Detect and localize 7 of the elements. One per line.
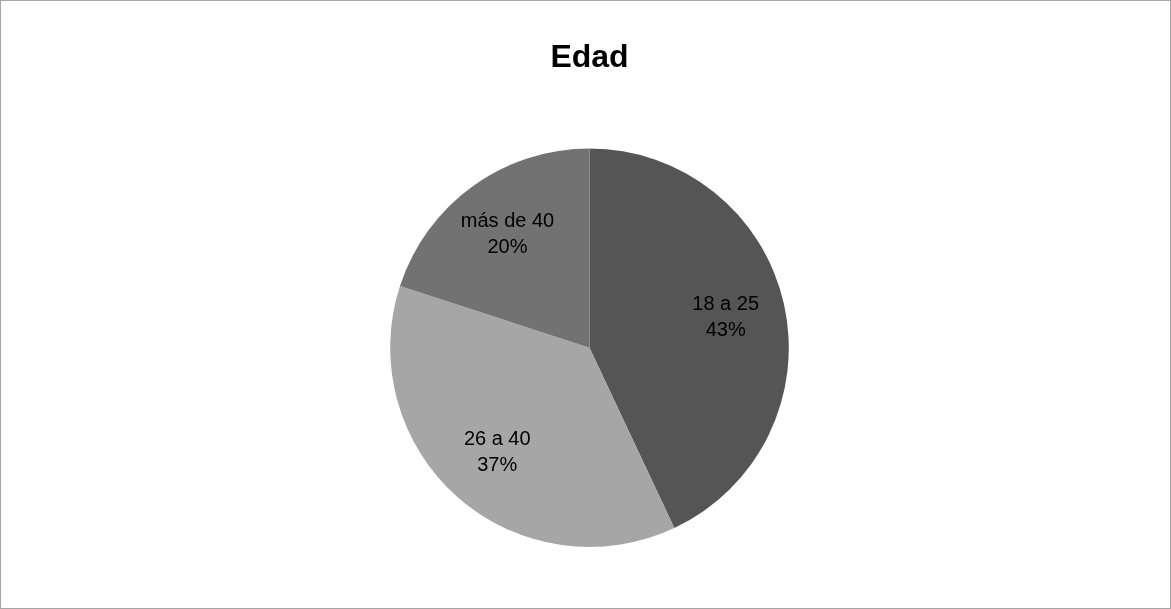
slice-label: más de 40 (460, 209, 555, 232)
slice-label: 26 a 40 (463, 426, 531, 449)
data-label: 20% (487, 235, 528, 258)
data-label: 43% (705, 317, 746, 340)
slice-label: 18 a 25 (692, 291, 760, 314)
data-label: 37% (477, 452, 518, 475)
chart-title: Edad (550, 38, 629, 75)
